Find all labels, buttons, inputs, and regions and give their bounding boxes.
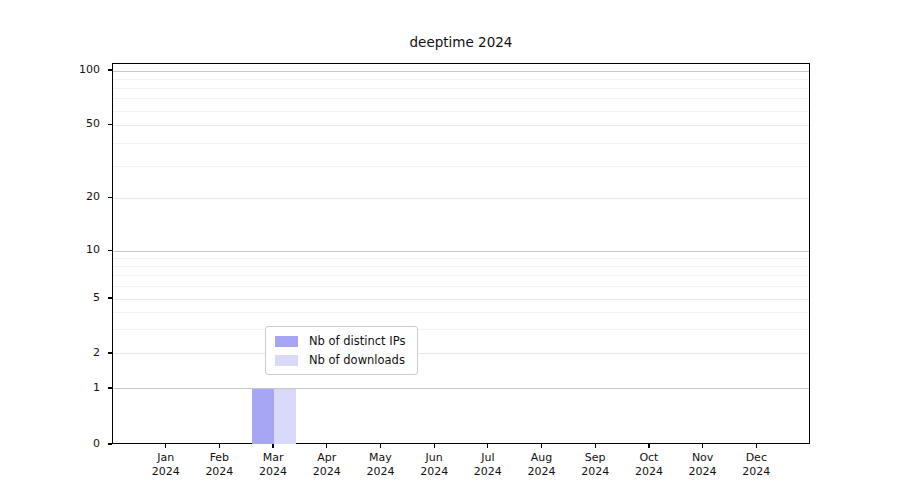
y-tick-mark bbox=[108, 297, 112, 298]
legend: Nb of distinct IPs Nb of downloads bbox=[265, 326, 418, 375]
gridline-minor bbox=[113, 329, 809, 330]
x-tick-label: Feb 2024 bbox=[189, 451, 249, 479]
x-tick-label: Oct 2024 bbox=[619, 451, 679, 479]
gridline-minor bbox=[113, 79, 809, 80]
gridline-minor bbox=[113, 266, 809, 267]
x-tick-mark bbox=[219, 444, 220, 448]
chart-canvas: deeptime 2024 0 1 2 5 10 20 50 100 Jan 2024Feb 2… bbox=[0, 0, 900, 500]
x-tick-label: Sep 2024 bbox=[565, 451, 625, 479]
x-tick-label: Aug 2024 bbox=[512, 451, 572, 479]
x-tick-mark bbox=[434, 444, 435, 448]
gridline-minor bbox=[113, 275, 809, 276]
gridline-minor bbox=[113, 143, 809, 144]
x-tick-label: Jan 2024 bbox=[136, 451, 196, 479]
x-tick-mark bbox=[648, 444, 649, 448]
x-tick-label: Dec 2024 bbox=[726, 451, 786, 479]
x-tick-mark bbox=[272, 444, 273, 448]
y-tick-label: 1 bbox=[0, 382, 100, 394]
y-tick-mark bbox=[108, 124, 112, 125]
legend-swatch-distinct-ips-icon bbox=[275, 336, 298, 347]
y-tick-mark bbox=[108, 69, 112, 70]
x-tick-mark bbox=[595, 444, 596, 448]
chart-title: deeptime 2024 bbox=[112, 34, 810, 50]
gridline-minor bbox=[113, 98, 809, 99]
gridline-decade bbox=[113, 251, 809, 252]
x-tick-mark bbox=[541, 444, 542, 448]
gridline-minor bbox=[113, 258, 809, 259]
x-tick-label: Jun 2024 bbox=[404, 451, 464, 479]
plot-area bbox=[112, 63, 810, 444]
y-tick-label: 50 bbox=[0, 118, 100, 130]
y-tick-mark bbox=[108, 387, 112, 388]
y-tick-label: 0 bbox=[0, 438, 100, 450]
y-tick-label: 20 bbox=[0, 191, 100, 203]
gridline-minor bbox=[113, 286, 809, 287]
y-tick-label: 100 bbox=[0, 64, 100, 76]
legend-swatch-downloads-icon bbox=[275, 355, 298, 366]
y-tick-mark bbox=[108, 197, 112, 198]
gridline-minor bbox=[113, 111, 809, 112]
gridline-decade bbox=[113, 388, 809, 389]
gridline-decade bbox=[113, 71, 809, 72]
gridline-minor bbox=[113, 312, 809, 313]
gridline-major bbox=[113, 125, 809, 126]
gridline-major bbox=[113, 353, 809, 354]
x-tick-mark bbox=[487, 444, 488, 448]
x-tick-label: May 2024 bbox=[350, 451, 410, 479]
x-tick-label: Jul 2024 bbox=[458, 451, 518, 479]
y-tick-mark bbox=[108, 352, 112, 353]
x-tick-label: Mar 2024 bbox=[243, 451, 303, 479]
bar-distinct-ips bbox=[252, 389, 274, 444]
legend-label-downloads: Nb of downloads bbox=[309, 353, 405, 367]
x-tick-mark bbox=[756, 444, 757, 448]
y-tick-label: 5 bbox=[0, 292, 100, 304]
y-tick-label: 2 bbox=[0, 347, 100, 359]
x-tick-mark bbox=[380, 444, 381, 448]
x-tick-mark bbox=[165, 444, 166, 448]
x-tick-label: Nov 2024 bbox=[673, 451, 733, 479]
gridline-minor bbox=[113, 166, 809, 167]
gridline-major bbox=[113, 198, 809, 199]
legend-label-distinct-ips: Nb of distinct IPs bbox=[309, 334, 405, 348]
gridline-major bbox=[113, 299, 809, 300]
bar-downloads bbox=[274, 389, 296, 444]
x-tick-mark bbox=[702, 444, 703, 448]
y-tick-label: 10 bbox=[0, 244, 100, 256]
y-tick-mark bbox=[108, 443, 112, 444]
gridline-minor bbox=[113, 88, 809, 89]
x-tick-label: Apr 2024 bbox=[297, 451, 357, 479]
x-tick-mark bbox=[326, 444, 327, 448]
legend-item-downloads: Nb of downloads bbox=[275, 353, 405, 367]
legend-item-distinct-ips: Nb of distinct IPs bbox=[275, 334, 405, 348]
y-tick-mark bbox=[108, 250, 112, 251]
